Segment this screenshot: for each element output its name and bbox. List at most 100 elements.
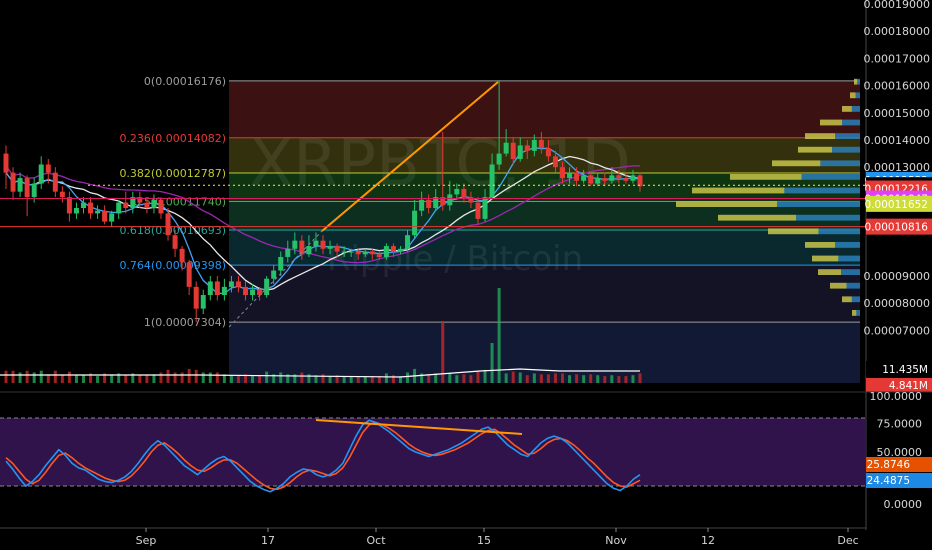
- volume-profile-bar: [838, 255, 860, 262]
- fib-zone: [229, 265, 860, 323]
- volume-profile-bar: [835, 133, 860, 139]
- volume-bar: [117, 373, 121, 383]
- candle-body: [531, 140, 537, 151]
- candle-body: [383, 246, 389, 257]
- candle-body: [88, 202, 94, 214]
- stoch-tag-bg: [866, 473, 932, 488]
- candle-body: [10, 172, 16, 192]
- candle-body: [574, 172, 580, 181]
- candle-body: [567, 172, 573, 179]
- candle-body: [588, 175, 594, 184]
- candle-body: [412, 210, 418, 236]
- candle-body: [637, 175, 643, 187]
- volume-bar: [265, 371, 269, 383]
- volume-tag-label: 4.841M: [889, 380, 928, 392]
- candle-body: [510, 142, 516, 160]
- price-axis: 0.00019000 0.00018000 0.00017000 0.00016000…: [864, 0, 932, 530]
- volume-bar: [145, 375, 149, 383]
- volume-bar: [286, 374, 290, 383]
- candle-body: [59, 191, 65, 198]
- volume-bar: [370, 376, 374, 383]
- candle-body: [341, 251, 347, 253]
- volume-profile-bar: [850, 92, 856, 99]
- volume-bar: [377, 376, 381, 383]
- volume-bar: [420, 373, 424, 383]
- volume-bar: [321, 374, 325, 383]
- volume-bar: [279, 372, 283, 383]
- candle-body: [207, 281, 213, 296]
- stoch-d-line: [5, 421, 641, 491]
- volume-bar: [335, 375, 339, 383]
- candle-body: [503, 142, 509, 154]
- volume-bar: [89, 373, 93, 383]
- candle-body: [73, 208, 79, 214]
- candle-body: [306, 246, 312, 255]
- time-axis: Sep 17 Oct 15 Nov 12 Dec: [0, 527, 866, 547]
- volume-profile-bar: [852, 310, 857, 316]
- fib-label: 1(0.00007304): [144, 316, 226, 329]
- volume-bar: [553, 373, 557, 383]
- candle-body: [405, 235, 411, 249]
- volume-bar: [229, 375, 233, 383]
- volume-profile-bar: [796, 214, 860, 221]
- volume-profile-bar: [818, 228, 860, 235]
- stoch-tick-label: 0.0000: [884, 498, 923, 511]
- volume-bar: [194, 369, 198, 383]
- candle-body: [454, 188, 460, 195]
- volume-profile-bar: [854, 78, 858, 85]
- volume-ma-line: [0, 368, 640, 378]
- candle-body: [433, 197, 439, 208]
- candle-body: [221, 286, 227, 296]
- volume-bar: [180, 372, 184, 383]
- candle-body: [327, 246, 333, 249]
- price-tick-label: 0.00008000: [864, 297, 930, 310]
- candle-body: [17, 178, 23, 192]
- volume-profile-bar: [856, 310, 860, 316]
- candle-body: [243, 286, 249, 296]
- volume-bar: [152, 374, 156, 383]
- volume-bar: [384, 373, 388, 383]
- candle-body: [447, 194, 453, 206]
- volume-bar: [258, 375, 262, 383]
- volume-bar: [483, 369, 487, 383]
- time-tick-label: 12: [701, 534, 715, 547]
- volume-bar: [349, 377, 353, 383]
- volume-bar: [441, 321, 445, 383]
- volume-profile-bar: [851, 106, 860, 112]
- price-tag: 0.00010816: [865, 218, 932, 235]
- candle-body: [609, 175, 615, 181]
- price-tag-label: 0.00010816: [865, 222, 929, 234]
- candle-body: [489, 164, 495, 198]
- candle-body: [144, 202, 150, 208]
- volume-profile-bar: [832, 146, 860, 153]
- volume-profile-bar: [820, 119, 842, 126]
- candle-body: [31, 183, 37, 198]
- volume-bar: [328, 376, 332, 383]
- volume-bar: [589, 374, 593, 383]
- stoch-tick-label: 50.0000: [877, 446, 923, 459]
- stoch-band: [0, 418, 866, 486]
- candle-body: [552, 156, 558, 168]
- price-tick-label: 0.00015000: [864, 107, 930, 120]
- candle-body: [538, 140, 544, 149]
- candle-body: [397, 248, 403, 252]
- volume-bar: [187, 368, 191, 383]
- volume-profile-bar: [857, 78, 860, 85]
- volume-profile-bar: [730, 174, 802, 180]
- candle-body: [475, 202, 481, 219]
- volume-profile-bar: [841, 269, 860, 275]
- candle-body: [524, 145, 530, 151]
- volume-bar: [67, 371, 71, 383]
- volume-bar: [103, 373, 107, 383]
- volume-bar: [96, 376, 100, 383]
- time-tick-label: Oct: [366, 534, 386, 547]
- volume-profile-bar: [842, 119, 860, 126]
- volume-bar: [568, 375, 572, 383]
- candle-body: [482, 197, 488, 219]
- price-tick-label: 0.00013000: [864, 161, 930, 174]
- volume-bar: [462, 374, 466, 383]
- volume-bar: [124, 375, 128, 383]
- volume-bar: [539, 374, 543, 383]
- fib-zone: [229, 322, 860, 383]
